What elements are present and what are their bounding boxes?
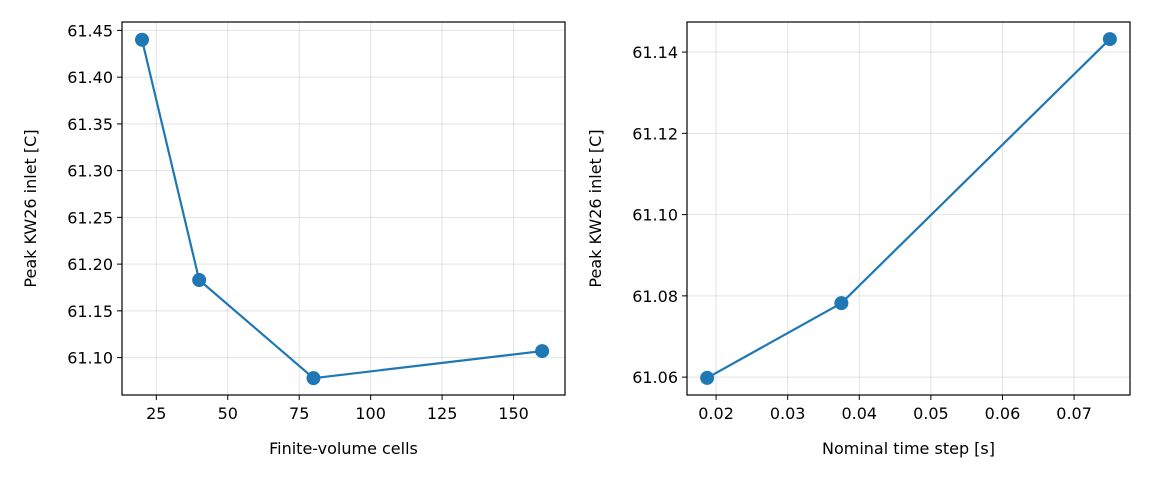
right-y-tick-label: 61.06 [632, 368, 678, 387]
left-x-axis-label: Finite-volume cells [269, 439, 418, 458]
left-y-tick-label: 61.30 [67, 162, 113, 181]
right-x-tick-label: 0.02 [698, 404, 734, 423]
left-plot-frame [121, 21, 566, 396]
right-data-point [700, 370, 715, 385]
right-y-tick-label: 61.14 [632, 43, 678, 62]
right-x-axis-label: Nominal time step [s] [822, 439, 995, 458]
right-x-tick-label: 0.05 [913, 404, 949, 423]
left-data-point [535, 344, 550, 359]
left-x-tick-label: 100 [355, 404, 386, 423]
left-x-tick-label: 50 [218, 404, 238, 423]
left-y-tick-label: 61.40 [67, 68, 113, 87]
left-x-tick-label: 125 [427, 404, 458, 423]
right-data-point [1102, 32, 1117, 47]
left-data-point [135, 32, 150, 47]
right-x-tick-label: 0.03 [770, 404, 806, 423]
left-chart-cells: 25 50 75 100 125 150 61.10 61.15 61.20 61.25 61.30… [21, 21, 566, 458]
left-y-axis-label: Peak KW26 inlet [C] [21, 129, 40, 287]
left-data-point [192, 273, 207, 288]
left-y-tick-label: 61.15 [67, 302, 113, 321]
right-series-line [706, 38, 1111, 379]
right-y-tick-label: 61.10 [632, 206, 678, 225]
left-y-tick-label: 61.10 [67, 349, 113, 368]
left-series-line [140, 39, 543, 380]
right-x-tick-label: 0.04 [841, 404, 877, 423]
right-x-tick-label: 0.06 [985, 404, 1021, 423]
left-y-tick-label: 61.20 [67, 255, 113, 274]
left-y-tick-label: 61.35 [67, 115, 113, 134]
right-data-point [834, 296, 849, 311]
right-chart-time-step: 0.02 0.03 0.04 0.05 0.06 0.07 61.06 61.08 61.10 6… [586, 21, 1131, 458]
left-x-tick-label: 150 [498, 404, 529, 423]
right-y-tick-label: 61.08 [632, 287, 678, 306]
left-x-tick-label: 25 [146, 404, 166, 423]
right-x-tick-label: 0.07 [1056, 404, 1092, 423]
right-y-tick-label: 61.12 [632, 124, 678, 143]
left-data-point [306, 371, 321, 386]
left-y-tick-label: 61.45 [67, 21, 113, 40]
left-y-tick-label: 61.25 [67, 208, 113, 227]
right-y-axis-label: Peak KW26 inlet [C] [586, 129, 605, 287]
right-plot-frame [686, 21, 1131, 396]
left-x-tick-label: 75 [289, 404, 309, 423]
